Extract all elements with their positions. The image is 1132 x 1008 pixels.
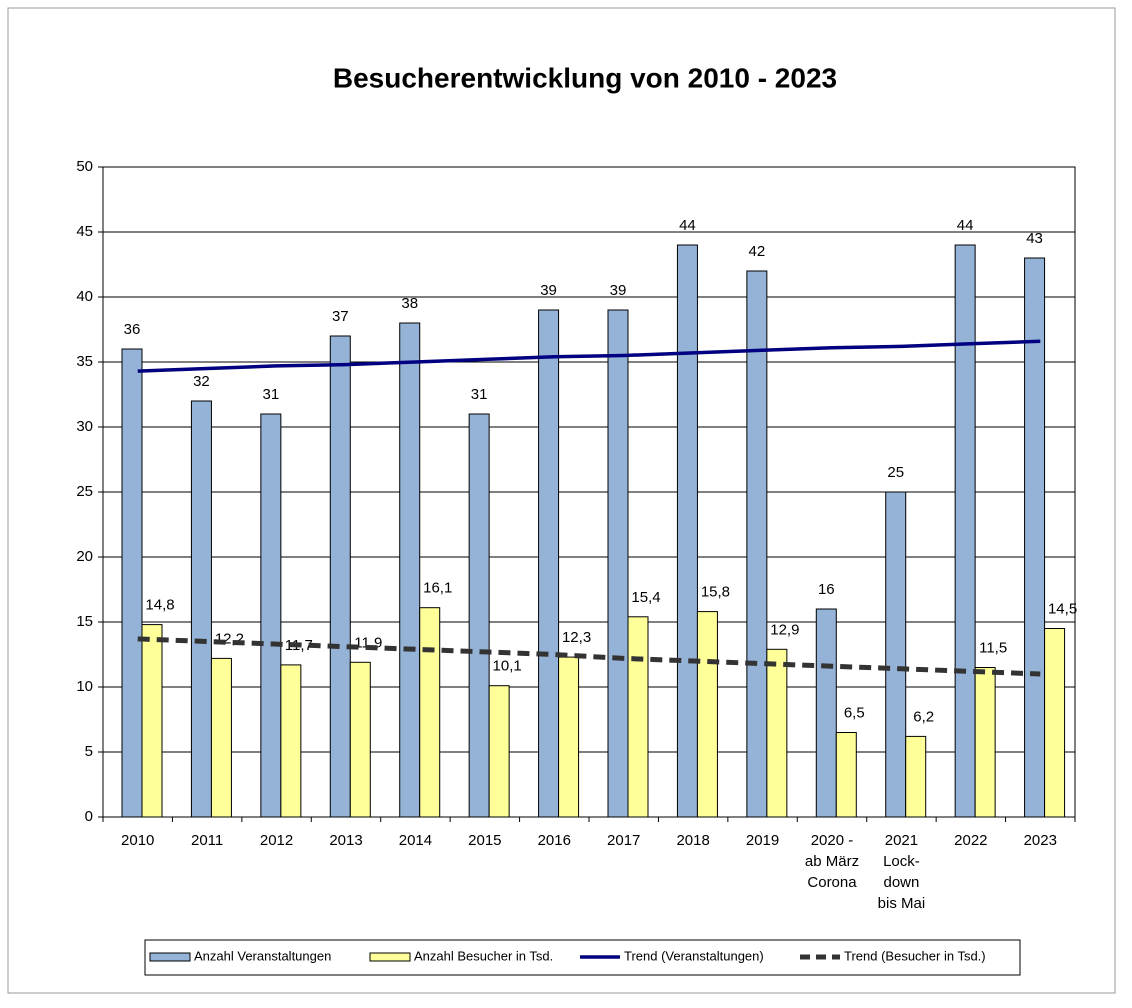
- bar: [558, 656, 580, 818]
- legend-label: Trend (Besucher in Tsd.): [844, 948, 986, 963]
- y-tick-label: 45: [76, 223, 93, 240]
- bar: [696, 611, 718, 818]
- x-tick-label-line: 2020 -: [811, 832, 854, 849]
- x-tick-label: 2023: [1024, 832, 1057, 849]
- y-tick-label: 35: [76, 353, 93, 370]
- trend-line: [137, 339, 1041, 373]
- value-label: 39: [540, 282, 557, 299]
- x-tick-label-line: Corona: [807, 874, 857, 891]
- value-label: 43: [1026, 230, 1043, 247]
- bar: [190, 400, 212, 818]
- bar: [885, 491, 907, 818]
- bar: [329, 335, 351, 818]
- x-tick-label: 2017: [607, 832, 640, 849]
- x-tick-label-line: bis Mai: [878, 895, 926, 912]
- bar: [399, 322, 421, 818]
- bar: [210, 657, 232, 818]
- y-tick-label: 30: [76, 418, 93, 435]
- value-label: 37: [332, 308, 349, 325]
- bar: [746, 270, 768, 818]
- legend-label: Anzahl Besucher in Tsd.: [414, 948, 553, 963]
- bar: [676, 244, 698, 818]
- value-label: 44: [957, 217, 974, 234]
- x-tick-label-line: Lock-: [883, 853, 920, 870]
- value-label: 15,8: [701, 584, 730, 601]
- bar: [954, 244, 976, 818]
- value-label: 6,5: [844, 704, 865, 721]
- value-label: 16: [818, 581, 835, 598]
- x-tick-label: 2021 Lock-down bis Mai: [878, 832, 926, 912]
- x-tick-label: 2022: [954, 832, 987, 849]
- legend-label: Trend (Veranstaltungen): [624, 948, 764, 963]
- value-label: 31: [263, 386, 280, 403]
- value-label: 14,5: [1048, 600, 1077, 617]
- x-tick-label: 2013: [329, 832, 362, 849]
- value-label: 10,1: [493, 658, 522, 675]
- legend-swatch: [369, 952, 411, 962]
- value-label: 32: [193, 373, 210, 390]
- x-tick-label: 2010: [121, 832, 154, 849]
- x-tick-label: 2019: [746, 832, 779, 849]
- bar: [766, 648, 788, 818]
- chart-title: Besucherentwicklung von 2010 - 2023: [333, 62, 837, 93]
- value-label: 16,1: [423, 580, 452, 597]
- bar: [538, 309, 560, 818]
- bar: [141, 624, 163, 818]
- y-tick-label: 5: [85, 743, 93, 760]
- value-label: 11,5: [979, 639, 1007, 656]
- y-tick-label: 20: [76, 548, 93, 565]
- x-tick-label: 2011: [191, 832, 223, 849]
- bar: [1024, 257, 1046, 818]
- bar: [121, 348, 143, 818]
- y-tick-label: 10: [76, 678, 93, 695]
- y-tick-label: 40: [76, 288, 93, 305]
- bar: [260, 413, 282, 818]
- value-label: 14,8: [145, 597, 174, 614]
- x-tick-label: 2015: [468, 832, 501, 849]
- bar: [280, 664, 302, 818]
- trend-line: [137, 636, 1041, 677]
- bar: [419, 607, 441, 818]
- value-label: 39: [610, 282, 627, 299]
- x-tick-label: 2020 - ab März Corona: [805, 832, 859, 891]
- bar: [815, 608, 837, 818]
- value-label: 38: [401, 295, 418, 312]
- bar: [905, 735, 927, 818]
- value-label: 12,9: [770, 621, 799, 638]
- y-tick-label: 50: [76, 158, 93, 175]
- value-label: 42: [749, 243, 766, 260]
- y-tick-label: 25: [76, 483, 93, 500]
- bar: [607, 309, 629, 818]
- x-tick-label-line: ab März: [805, 853, 859, 870]
- value-label: 25: [887, 464, 904, 481]
- x-tick-label: 2016: [538, 832, 571, 849]
- x-tick-label: 2014: [399, 832, 432, 849]
- bar: [974, 667, 996, 818]
- bar: [468, 413, 490, 818]
- x-tick-label-line: down: [883, 874, 919, 891]
- bar: [835, 732, 857, 818]
- bar: [349, 661, 371, 818]
- x-tick-label-line: 2021: [885, 832, 918, 849]
- legend-label: Anzahl Veranstaltungen: [194, 948, 331, 963]
- bar: [1044, 628, 1066, 818]
- legend-swatch: [149, 952, 191, 962]
- value-label: 12,3: [562, 629, 591, 646]
- bar: [488, 685, 510, 818]
- y-tick-label: 0: [85, 808, 93, 825]
- value-label: 36: [124, 321, 141, 338]
- x-tick-label: 2012: [260, 832, 293, 849]
- bar: [627, 616, 649, 818]
- value-label: 6,2: [913, 708, 934, 725]
- value-label: 44: [679, 217, 696, 234]
- y-tick-label: 15: [76, 613, 93, 630]
- value-label: 31: [471, 386, 488, 403]
- x-tick-label: 2018: [676, 832, 709, 849]
- value-label: 15,4: [631, 589, 660, 606]
